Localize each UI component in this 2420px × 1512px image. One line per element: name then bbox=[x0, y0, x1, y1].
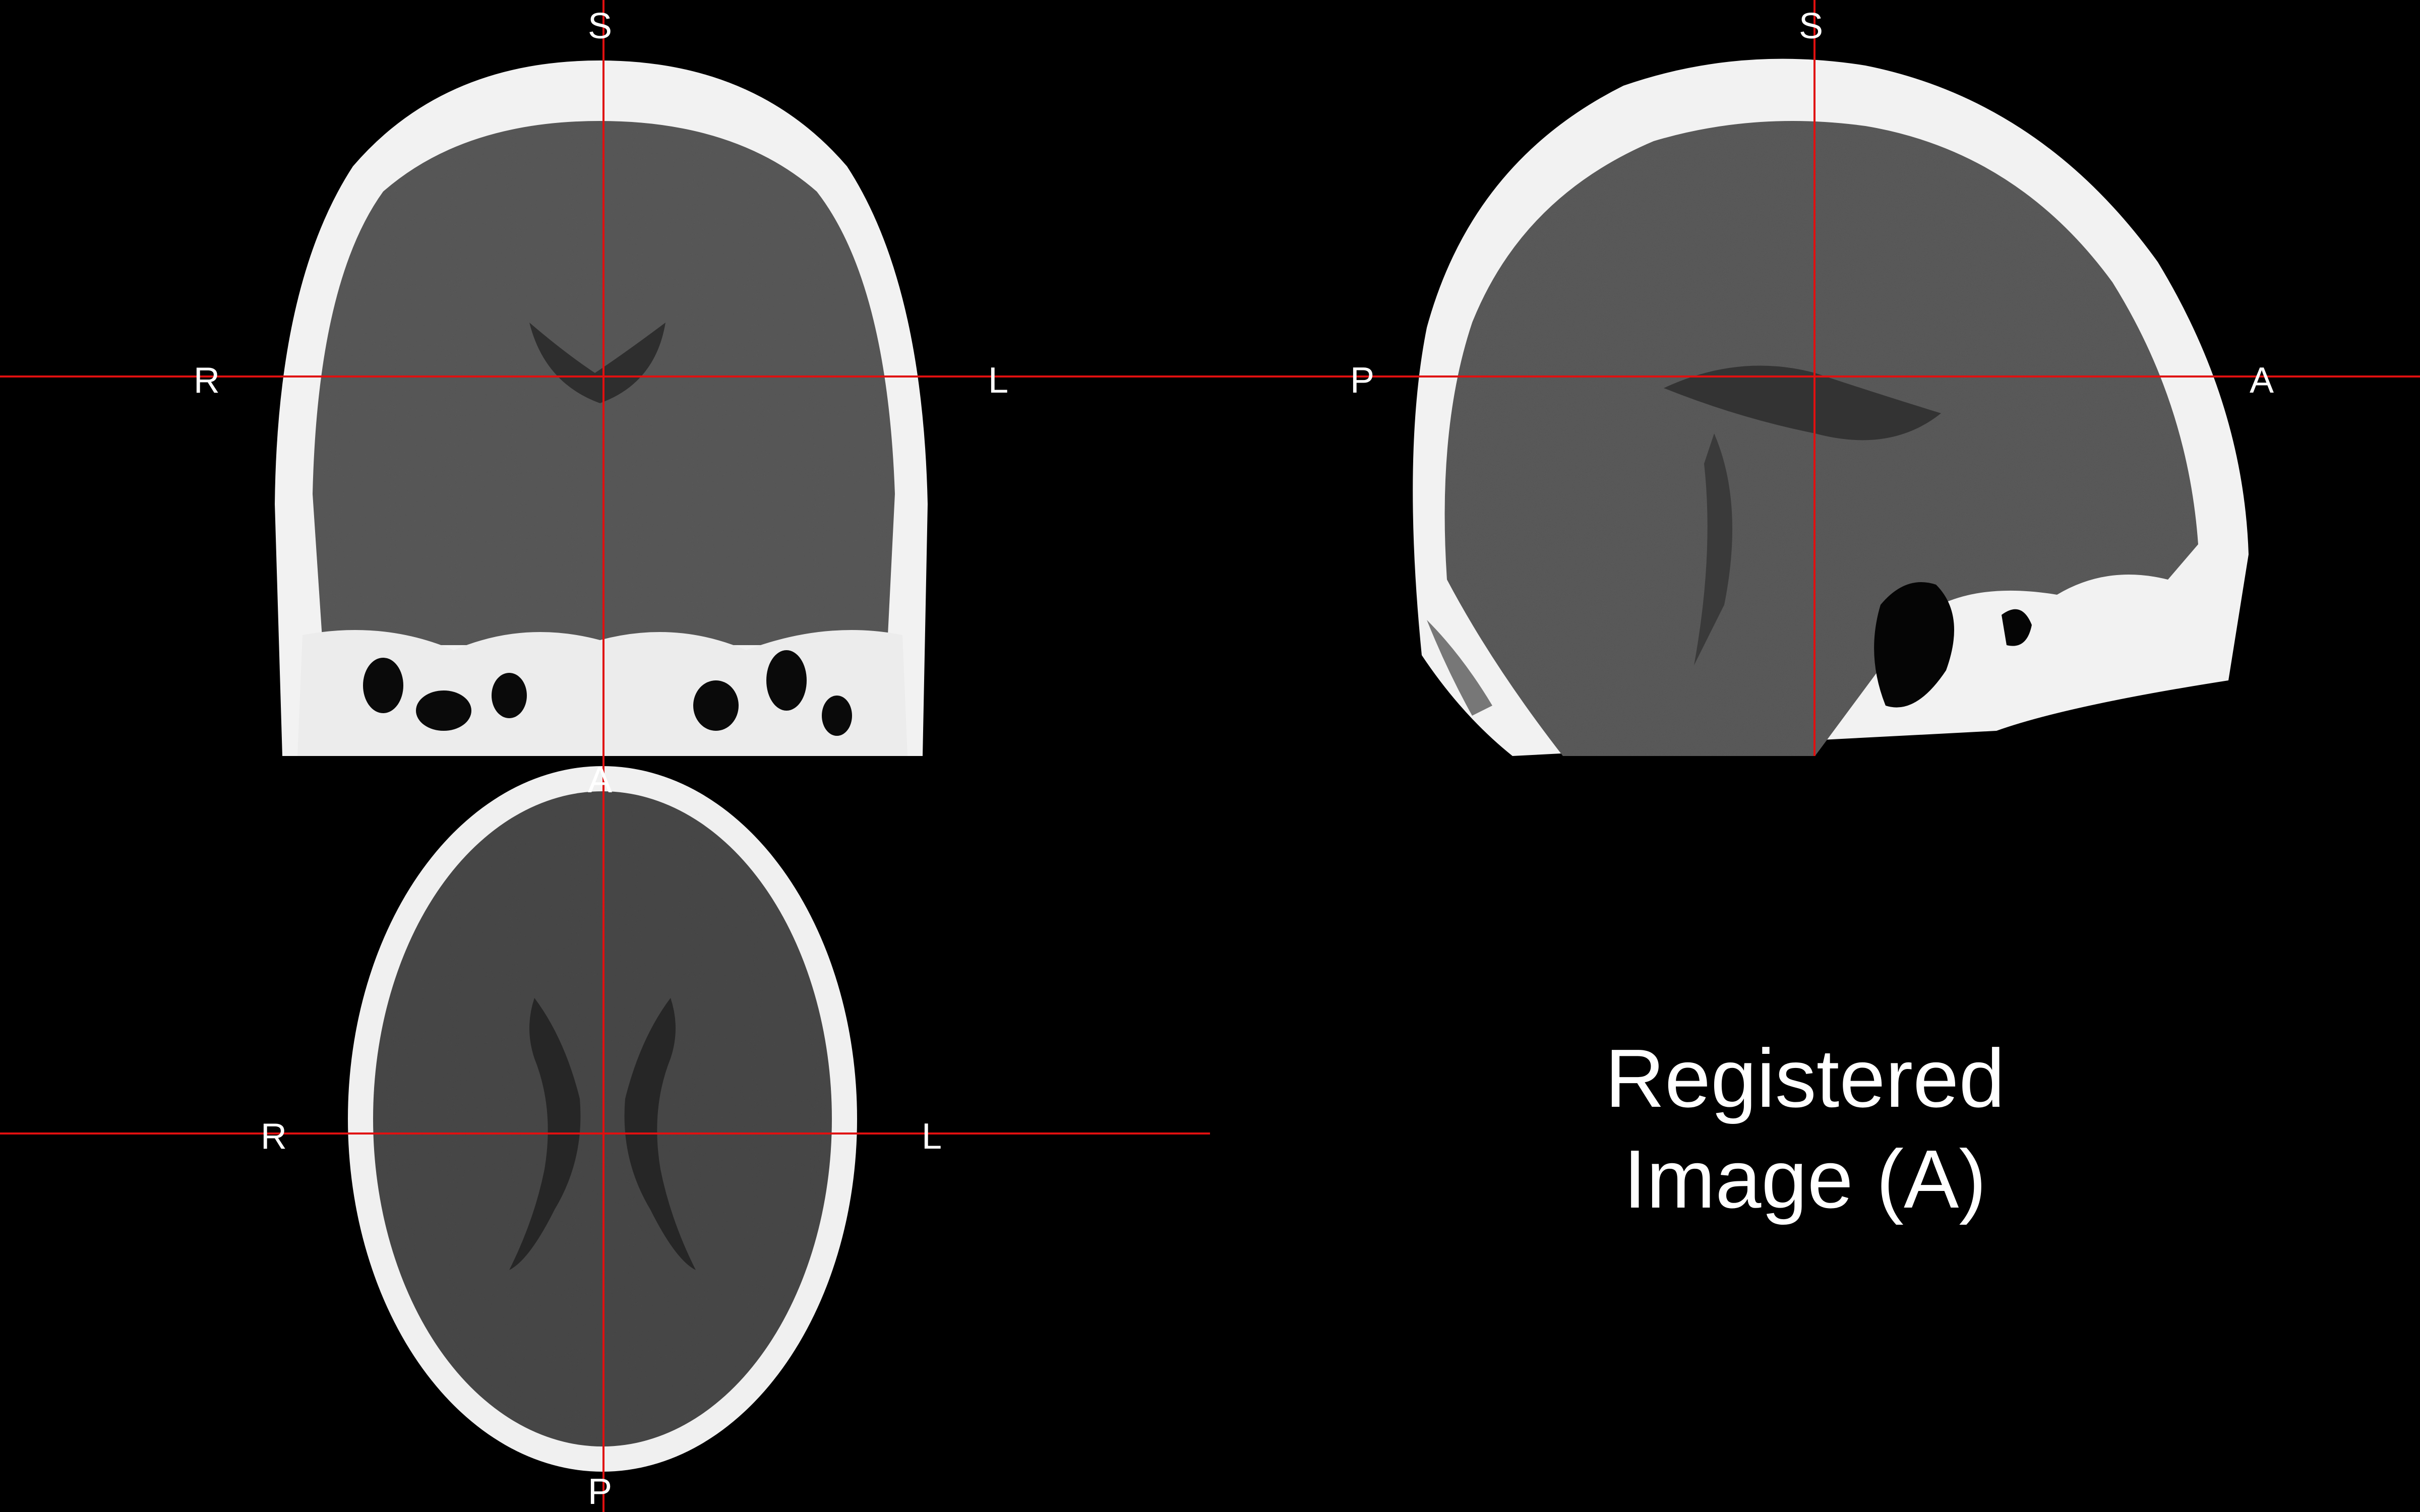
axial-top-label: A bbox=[587, 760, 613, 800]
coronal-top-label: S bbox=[587, 6, 613, 46]
caption-line-1: Registered bbox=[1605, 1032, 2005, 1124]
sagittal-left-label: P bbox=[1350, 360, 1375, 401]
coronal-crosshair-vertical[interactable] bbox=[602, 0, 604, 756]
coronal-left-label: R bbox=[194, 360, 220, 401]
sagittal-top-label: S bbox=[1798, 6, 1824, 46]
caption-line-2: Image (A) bbox=[1623, 1133, 1986, 1225]
sagittal-view[interactable] bbox=[1210, 0, 2420, 756]
axial-right-label: L bbox=[921, 1116, 942, 1157]
axial-crosshair-horizontal[interactable] bbox=[0, 1132, 1210, 1135]
coronal-slice-image bbox=[275, 60, 928, 756]
image-caption: Registered Image (A) bbox=[1492, 1028, 2118, 1230]
axial-bottom-label: P bbox=[587, 1472, 613, 1512]
sagittal-slice-image bbox=[1413, 58, 2249, 756]
axial-left-label: R bbox=[261, 1116, 287, 1157]
coronal-right-label: L bbox=[988, 360, 1009, 401]
sagittal-right-label: A bbox=[2249, 360, 2274, 401]
coronal-view[interactable] bbox=[0, 0, 1210, 756]
axial-crosshair-vertical[interactable] bbox=[602, 756, 604, 1512]
sagittal-crosshair-vertical[interactable] bbox=[1813, 0, 1816, 756]
coronal-crosshair-horizontal[interactable] bbox=[0, 375, 1210, 377]
